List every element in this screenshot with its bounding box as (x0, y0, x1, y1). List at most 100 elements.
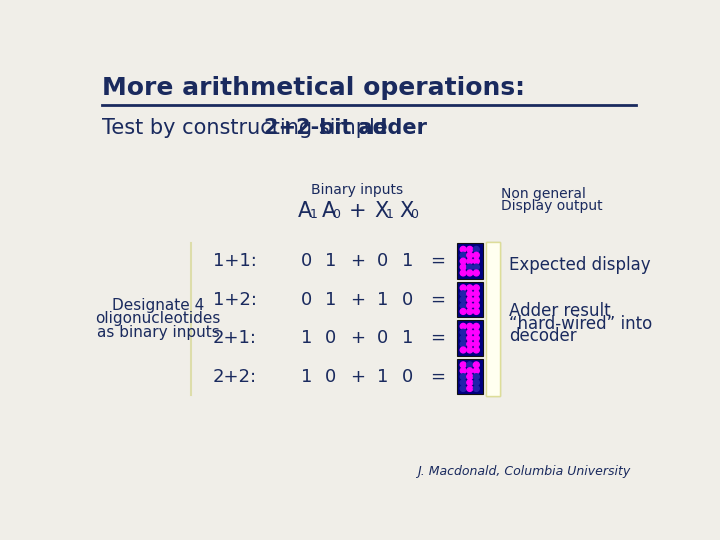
Circle shape (467, 291, 473, 296)
Text: 2+1:: 2+1: (212, 329, 256, 347)
Circle shape (473, 362, 480, 368)
Circle shape (460, 308, 466, 314)
Text: A: A (322, 201, 336, 221)
Text: decoder: decoder (509, 327, 577, 345)
Circle shape (467, 341, 473, 347)
Circle shape (460, 335, 466, 341)
Circle shape (460, 258, 466, 264)
Circle shape (460, 296, 466, 302)
Circle shape (460, 329, 466, 335)
Text: as binary inputs: as binary inputs (96, 325, 220, 340)
Circle shape (473, 335, 480, 341)
Text: =: = (430, 291, 445, 309)
Text: 1: 1 (377, 368, 389, 386)
Circle shape (473, 258, 480, 264)
Text: Display output: Display output (500, 199, 603, 213)
Circle shape (467, 362, 473, 368)
Text: 1: 1 (385, 208, 393, 221)
Circle shape (467, 296, 473, 302)
Circle shape (467, 258, 473, 264)
Bar (456, 244, 483, 279)
Circle shape (467, 386, 473, 392)
Circle shape (467, 335, 473, 341)
Text: 0: 0 (325, 368, 336, 386)
Text: +: + (350, 291, 365, 309)
Circle shape (467, 246, 473, 252)
Text: 0: 0 (377, 329, 389, 347)
Text: Expected display: Expected display (509, 256, 651, 274)
Text: More arithmetical operations:: More arithmetical operations: (102, 76, 525, 100)
Circle shape (473, 296, 480, 302)
Text: 0: 0 (410, 208, 418, 221)
Polygon shape (486, 242, 500, 396)
Circle shape (467, 323, 473, 329)
Circle shape (460, 368, 466, 374)
Circle shape (460, 386, 466, 392)
Circle shape (473, 264, 480, 270)
Text: +: + (350, 368, 365, 386)
Text: Non general: Non general (500, 187, 585, 201)
Text: Designate 4: Designate 4 (112, 298, 204, 313)
Circle shape (467, 252, 473, 258)
Text: 1: 1 (377, 291, 389, 309)
Text: +: + (350, 252, 365, 270)
Text: 1: 1 (402, 252, 413, 270)
Circle shape (473, 252, 480, 258)
Circle shape (473, 308, 480, 314)
Text: +: + (350, 329, 365, 347)
Text: 1: 1 (301, 329, 312, 347)
Circle shape (460, 341, 466, 347)
Text: 1: 1 (301, 368, 312, 386)
Circle shape (473, 291, 480, 296)
Text: X: X (399, 201, 413, 221)
Circle shape (473, 347, 480, 353)
Bar (456, 320, 483, 356)
Text: J. Macdonald, Columbia University: J. Macdonald, Columbia University (418, 465, 631, 478)
Text: 1: 1 (402, 329, 413, 347)
Circle shape (467, 285, 473, 291)
Text: 1+1:: 1+1: (212, 252, 256, 270)
Circle shape (467, 380, 473, 386)
Circle shape (467, 329, 473, 335)
Circle shape (467, 308, 473, 314)
Bar (456, 282, 483, 318)
Text: oligonucleotides: oligonucleotides (96, 312, 221, 326)
Circle shape (473, 341, 480, 347)
Circle shape (473, 246, 480, 252)
Text: X: X (374, 201, 389, 221)
Circle shape (473, 302, 480, 308)
Text: 2+2:: 2+2: (212, 368, 256, 386)
Text: 0: 0 (333, 208, 341, 221)
Circle shape (473, 386, 480, 392)
Text: 1: 1 (325, 252, 336, 270)
Circle shape (467, 368, 473, 374)
Text: =: = (430, 368, 445, 386)
Circle shape (467, 374, 473, 380)
Circle shape (460, 246, 466, 252)
Text: 2+2-bit adder: 2+2-bit adder (264, 118, 428, 138)
Circle shape (460, 302, 466, 308)
Circle shape (473, 374, 480, 380)
Circle shape (473, 285, 480, 291)
Circle shape (473, 368, 480, 374)
Text: 0: 0 (325, 329, 336, 347)
Text: 1: 1 (310, 208, 317, 221)
Text: 0: 0 (302, 291, 312, 309)
Text: 1: 1 (325, 291, 336, 309)
Text: 0: 0 (377, 252, 389, 270)
Circle shape (467, 302, 473, 308)
Circle shape (473, 270, 480, 276)
Circle shape (460, 264, 466, 270)
Circle shape (460, 270, 466, 276)
Circle shape (460, 285, 466, 291)
Circle shape (467, 270, 473, 276)
Circle shape (467, 347, 473, 353)
Circle shape (473, 323, 480, 329)
Text: 0: 0 (302, 252, 312, 270)
Circle shape (460, 380, 466, 386)
Bar (486, 242, 500, 396)
Circle shape (460, 323, 466, 329)
Circle shape (460, 291, 466, 296)
Text: A: A (298, 201, 312, 221)
Text: 1+2:: 1+2: (212, 291, 256, 309)
